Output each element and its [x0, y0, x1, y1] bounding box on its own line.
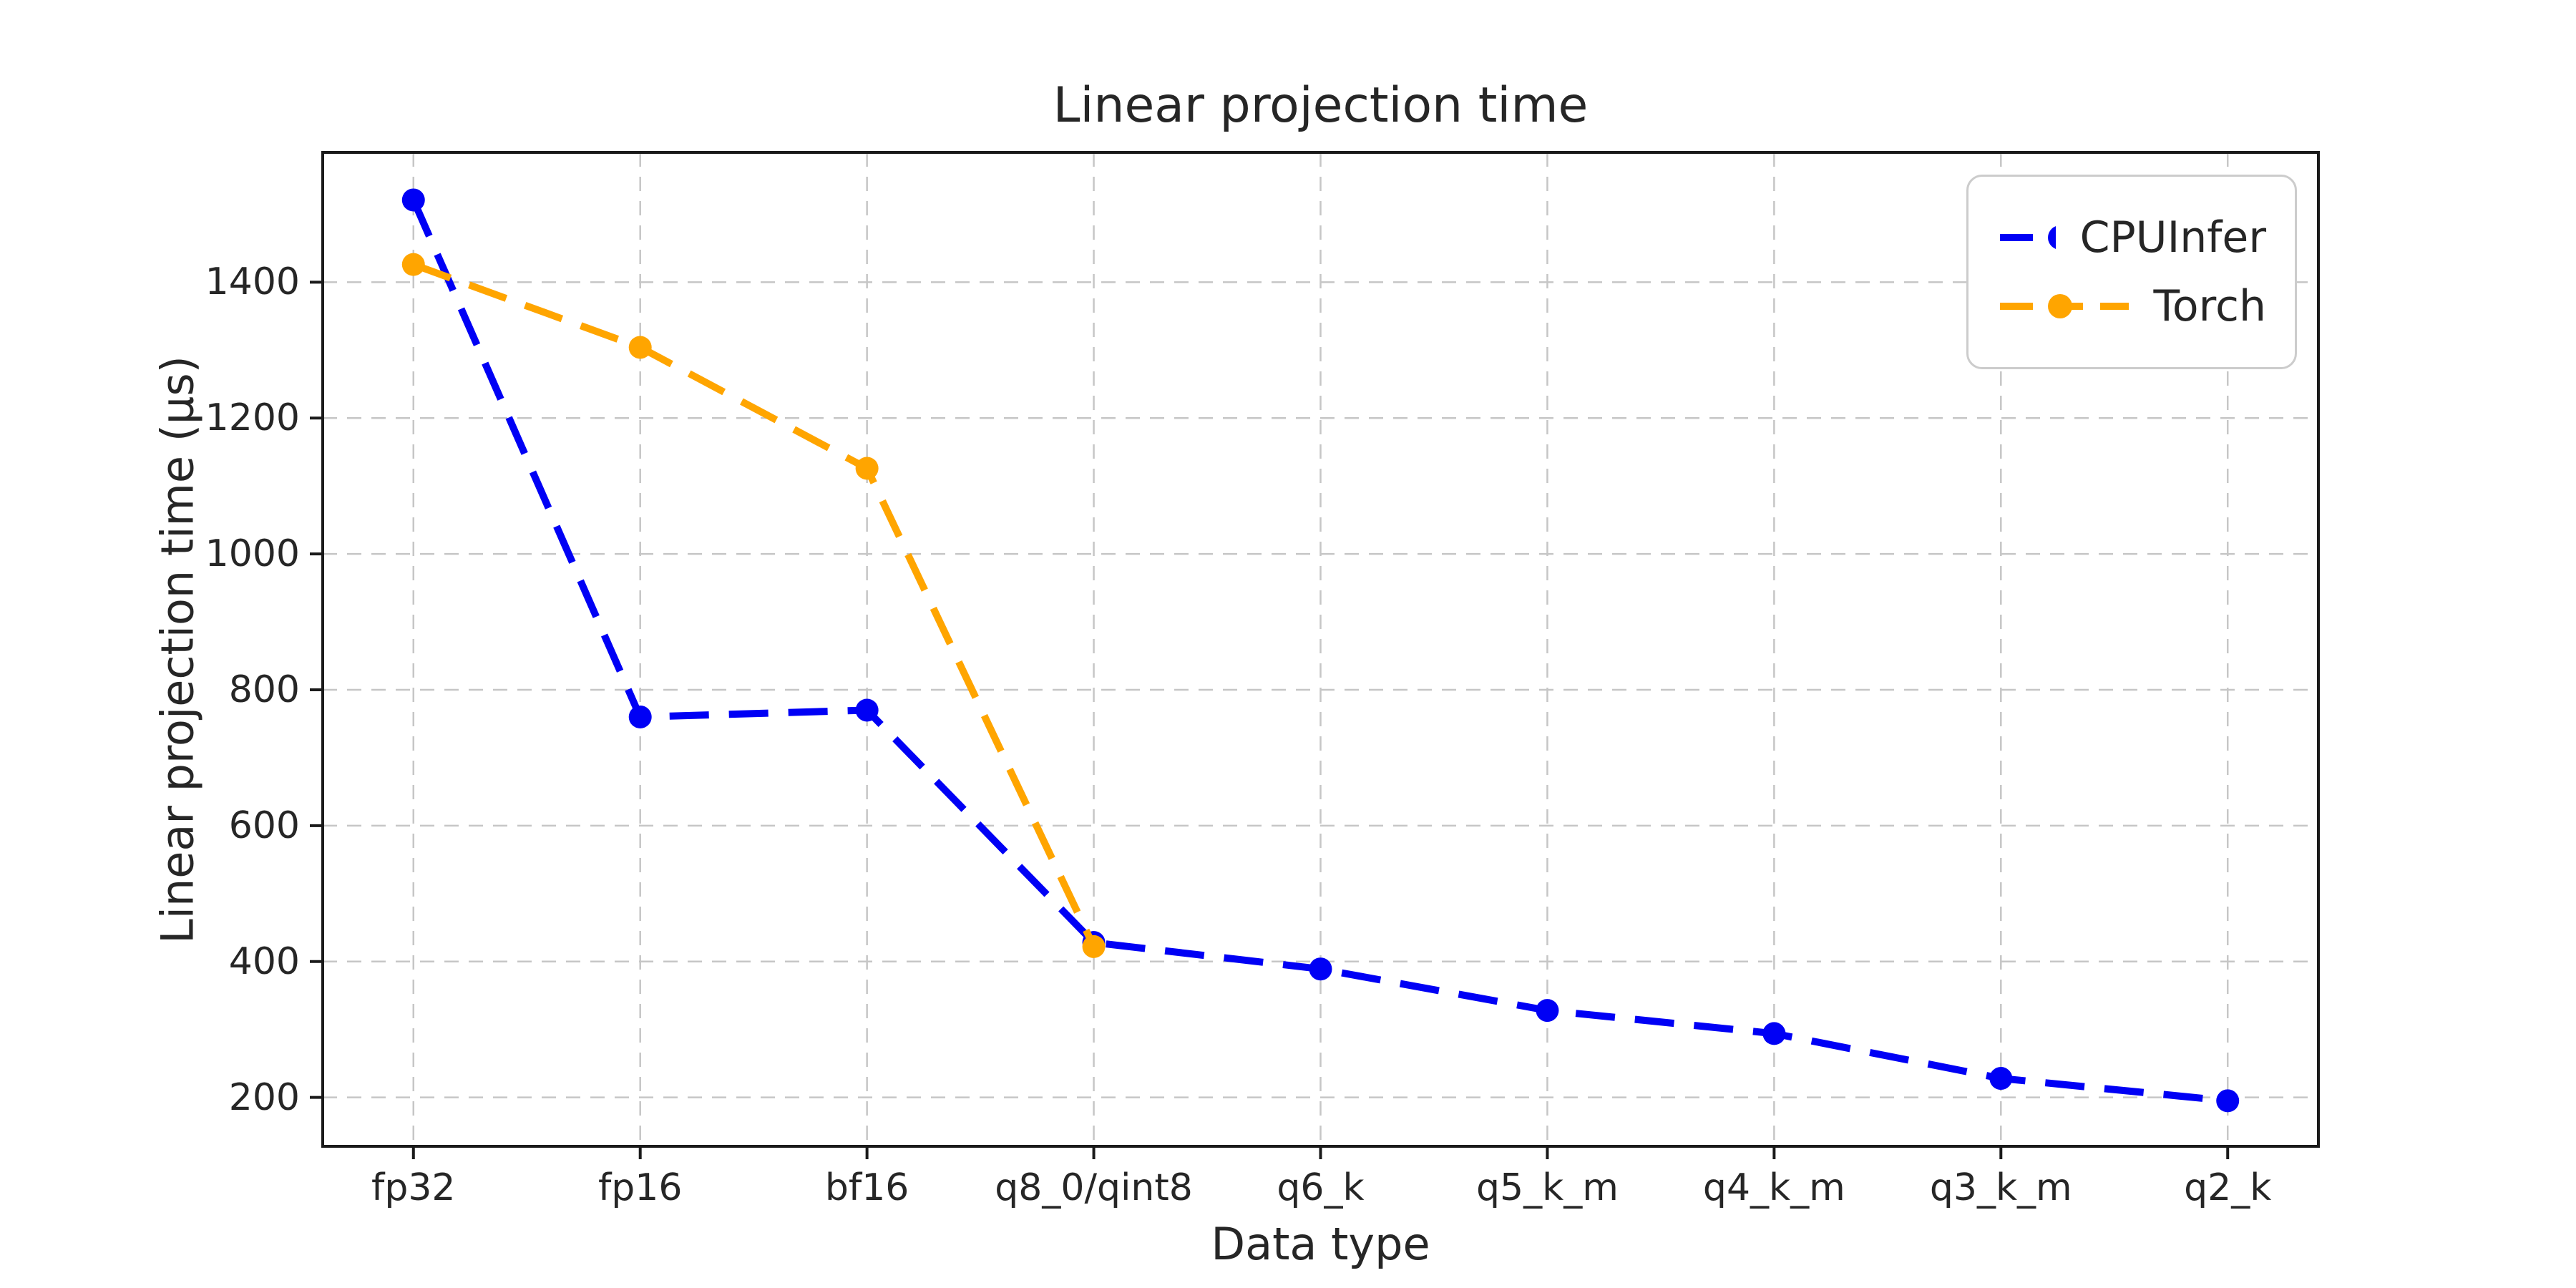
data-point-torch: [628, 336, 652, 359]
data-point-cpuinfer: [1762, 1022, 1786, 1045]
series-line-torch: [412, 260, 1098, 949]
data-point-torch: [1082, 935, 1106, 958]
data-point-cpuinfer: [2216, 1089, 2240, 1113]
legend-label: CPUInfer: [2079, 213, 2266, 263]
data-point-torch: [401, 253, 425, 276]
y-tick-label: 1000: [205, 532, 300, 576]
x-tick-label: q5_k_m: [1475, 1166, 1619, 1209]
data-point-cpuinfer: [401, 188, 425, 212]
x-tick-label: q6_k: [1277, 1166, 1365, 1209]
legend-item-cpuinfer: CPUInfer: [1997, 213, 2266, 263]
chart-title: Linear projection time: [1053, 77, 1589, 134]
x-tick-label: fp16: [597, 1166, 683, 1209]
legend-line-sample: [2000, 294, 2129, 318]
data-point-cpuinfer: [1989, 1067, 2013, 1091]
legend-line-sample: [2000, 226, 2056, 249]
y-tick-label: 1200: [205, 396, 300, 440]
legend-item-torch: Torch: [1997, 281, 2266, 331]
x-tick-label: q8_0/qint8: [995, 1166, 1193, 1209]
data-point-torch: [855, 457, 879, 480]
data-point-cpuinfer: [1536, 999, 1559, 1023]
x-tick-label: fp32: [371, 1166, 456, 1209]
y-axis-label: Linear projection time (μs): [151, 355, 204, 944]
y-tick-label: 1400: [205, 260, 300, 304]
y-tick-label: 800: [228, 668, 300, 711]
x-tick-label: bf16: [824, 1166, 909, 1209]
data-point-cpuinfer: [1309, 957, 1332, 981]
y-tick-label: 200: [228, 1075, 300, 1119]
x-axis-label: Data type: [1211, 1218, 1430, 1270]
x-tick-label: q3_k_m: [1929, 1166, 2072, 1209]
x-tick-label: q2_k: [2184, 1166, 2272, 1209]
x-tick-label: q4_k_m: [1702, 1166, 1845, 1209]
legend: CPUInfer Torch: [1966, 175, 2297, 369]
data-point-cpuinfer: [628, 705, 652, 728]
y-tick-label: 600: [228, 804, 300, 847]
legend-label: Torch: [2153, 281, 2266, 331]
y-tick-label: 400: [228, 940, 300, 983]
data-point-cpuinfer: [855, 698, 879, 722]
